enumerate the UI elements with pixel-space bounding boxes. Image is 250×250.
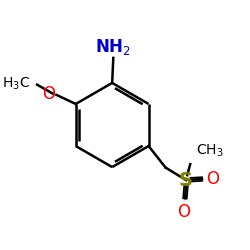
Text: O: O <box>177 203 190 221</box>
Text: O: O <box>206 170 220 188</box>
Text: S: S <box>179 171 193 190</box>
Text: O: O <box>42 86 55 103</box>
Text: NH$_2$: NH$_2$ <box>96 37 131 57</box>
Text: H$_3$C: H$_3$C <box>2 75 30 92</box>
Text: CH$_3$: CH$_3$ <box>196 142 224 158</box>
